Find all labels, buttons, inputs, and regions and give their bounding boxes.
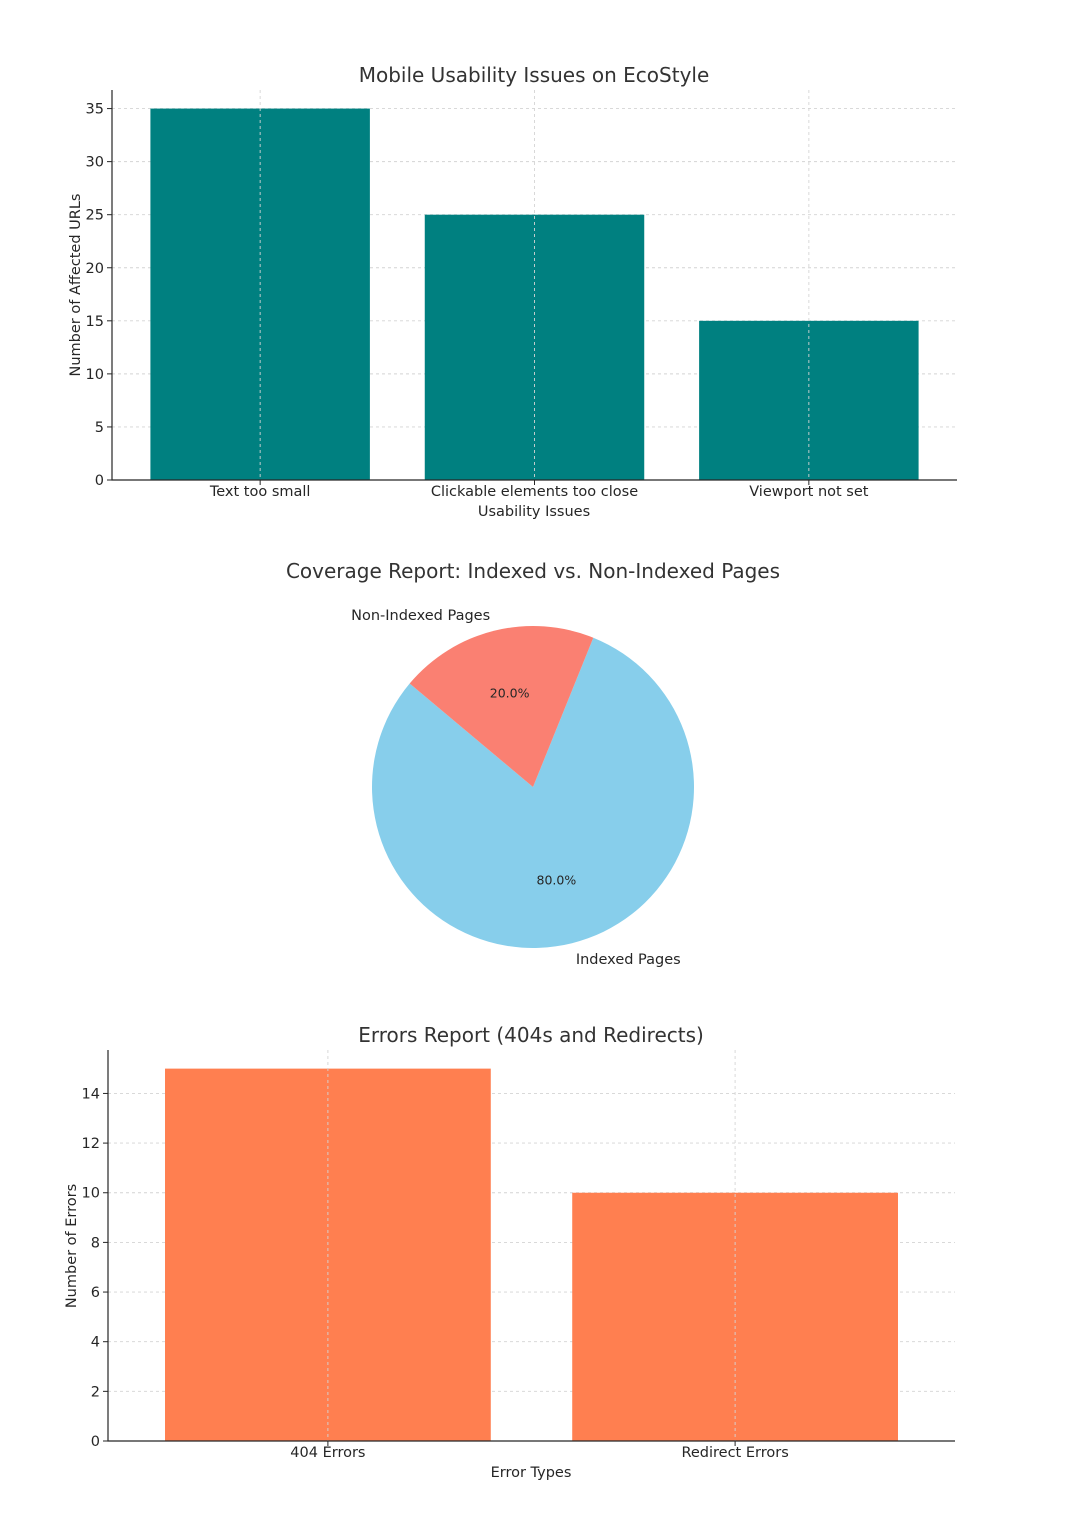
errors-report-chart: Errors Report (404s and Redirects) 0 2 4 6 8… — [64, 1023, 955, 1481]
y-tick-label: 4 — [91, 1335, 100, 1351]
bar — [699, 320, 919, 480]
y-tick-label: 10 — [86, 367, 104, 383]
bars — [165, 1050, 898, 1441]
x-axis-ticks: Text too small Clickable elements too clo… — [209, 480, 869, 500]
y-tick-label: 30 — [86, 155, 104, 171]
x-tick-label: Redirect Errors — [681, 1445, 788, 1461]
pie-slice — [409, 626, 594, 787]
y-axis-ticks: 0 5 10 15 20 25 30 35 — [86, 102, 112, 489]
y-tick-label: 10 — [82, 1186, 100, 1202]
y-tick-label: 25 — [86, 208, 104, 224]
y-axis-label: Number of Affected URLs — [68, 194, 84, 377]
y-tick-label: 6 — [91, 1285, 100, 1301]
y-tick-label: 12 — [82, 1136, 100, 1152]
pie-percent-label: 20.0% — [490, 685, 530, 700]
y-axis-label: Number of Errors — [64, 1184, 80, 1308]
y-axis-ticks: 0 2 4 6 8 10 12 14 — [82, 1086, 108, 1450]
mobile-usability-chart: Mobile Usability Issues on EcoStyle 0 5 10… — [68, 63, 957, 520]
y-tick-label: 15 — [86, 314, 104, 330]
y-tick-label: 8 — [91, 1235, 100, 1251]
x-axis-label: Error Types — [491, 1465, 572, 1481]
x-axis-label: Usability Issues — [478, 504, 590, 520]
pie-category-label: Non-Indexed Pages — [351, 608, 490, 624]
x-tick-label: Viewport not set — [749, 484, 869, 500]
chart-title: Errors Report (404s and Redirects) — [358, 1023, 704, 1047]
x-tick-label: Clickable elements too close — [431, 484, 638, 500]
pie-category-label: Indexed Pages — [576, 952, 681, 968]
pie-labels: 80.0% Indexed Pages 20.0% Non-Indexed Pages — [351, 608, 681, 968]
chart-title: Mobile Usability Issues on EcoStyle — [359, 63, 710, 87]
x-tick-label: Text too small — [209, 484, 311, 500]
axis-frame — [107, 1050, 955, 1442]
y-tick-label: 35 — [86, 102, 104, 118]
y-tick-label: 20 — [86, 261, 104, 277]
pie-percent-label: 80.0% — [537, 873, 577, 888]
y-tick-label: 2 — [91, 1384, 100, 1400]
pie-slice — [371, 637, 694, 948]
axis-frame — [111, 90, 957, 481]
y-tick-label: 0 — [95, 473, 104, 489]
x-tick-label: 404 Errors — [290, 1445, 365, 1461]
chart-title: Coverage Report: Indexed vs. Non-Indexed… — [286, 559, 780, 583]
y-tick-label: 0 — [91, 1434, 100, 1450]
pie-slices — [371, 626, 694, 948]
y-tick-label: 5 — [95, 420, 104, 436]
x-axis-ticks: 404 Errors Redirect Errors — [290, 1441, 789, 1461]
coverage-pie-chart: Coverage Report: Indexed vs. Non-Indexed… — [286, 559, 780, 968]
bars — [150, 90, 919, 481]
y-tick-label: 14 — [82, 1086, 100, 1102]
